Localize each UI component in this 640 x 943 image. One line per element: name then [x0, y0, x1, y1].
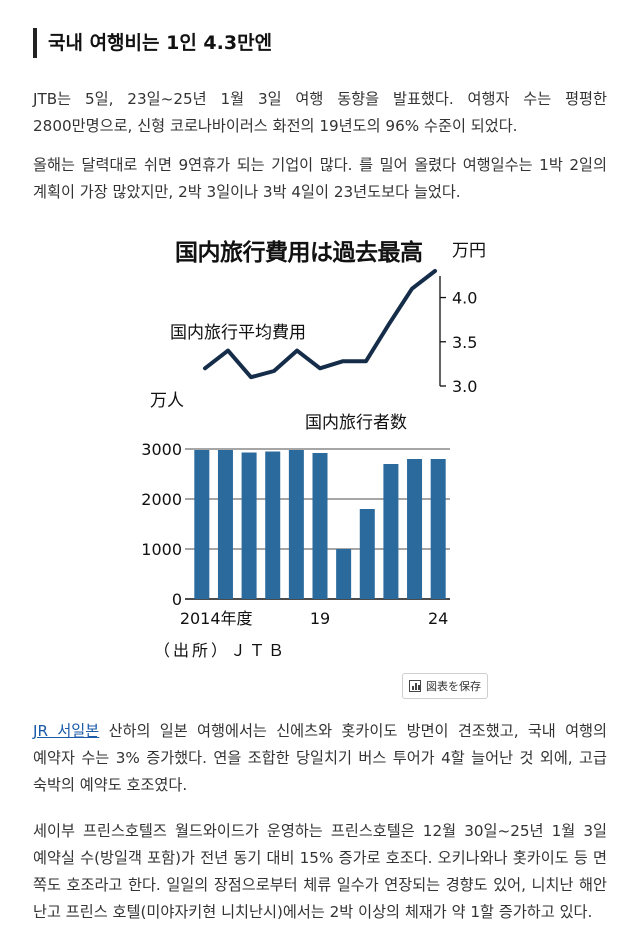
x-label-mid: 19	[310, 609, 330, 628]
line-tick-label: 3.0	[452, 377, 477, 396]
paragraph-3-text: 산하의 일본 여행에서는 신에츠와 홋카이도 방면이 견조했고, 국내 여행의 …	[33, 722, 608, 794]
save-chart-button[interactable]: 図表を保存	[402, 673, 488, 699]
bar-unit-label: 万人	[150, 391, 184, 411]
bar-6	[312, 453, 328, 599]
bar-2	[217, 450, 233, 599]
bar-4	[265, 451, 281, 599]
paragraph-3: JR 서일본 산하의 일본 여행에서는 신에츠와 홋카이도 방면이 견조했고, …	[33, 718, 607, 799]
line-tick-label: 4.0	[452, 289, 477, 308]
bar-10	[407, 459, 423, 599]
chart-source: （出所）ＪＴＢ	[154, 641, 287, 660]
bar-8	[359, 509, 375, 599]
bar-tick-label: 1000	[141, 540, 182, 559]
bar-9	[383, 464, 399, 599]
bar-5	[288, 450, 304, 599]
bar-tick-label: 2000	[141, 490, 182, 509]
jr-west-link[interactable]: JR 서일본	[33, 722, 100, 740]
paragraph-2: 올해는 달력대로 쉬면 9연휴가 되는 기업이 많다. 를 밀어 올렸다 여행일…	[33, 156, 607, 201]
line-unit-label: 万円	[452, 241, 486, 261]
paragraph-1: JTB는 5일, 23일~25년 1월 3일 여행 동향을 발표했다. 여행자 …	[33, 90, 607, 135]
bar-11	[430, 459, 446, 599]
bar-tick-label: 3000	[141, 440, 182, 459]
article-heading: 국내 여행비는 1인 4.3만엔	[33, 28, 272, 58]
x-label-first: 2014年度	[180, 609, 253, 628]
bar-tick-label: 0	[172, 590, 182, 609]
bar-series-label: 国内旅行者数	[305, 413, 407, 433]
line-series-path	[203, 269, 437, 380]
chart-title: 国内旅行費用は過去最高	[175, 240, 423, 266]
bar-chart-icon	[409, 680, 421, 692]
paragraph-4: 세이부 프린스호텔즈 월드와이드가 운영하는 프린스호텔은 12월 30일~25…	[33, 822, 607, 921]
bar-3	[241, 452, 257, 599]
line-series-label: 国内旅行平均費用	[170, 323, 306, 343]
save-chart-label: 図表を保存	[426, 680, 481, 693]
bar-1	[194, 450, 210, 599]
x-label-last: 24	[428, 609, 448, 628]
line-tick-label: 3.5	[452, 333, 477, 352]
bar-7	[336, 549, 352, 599]
